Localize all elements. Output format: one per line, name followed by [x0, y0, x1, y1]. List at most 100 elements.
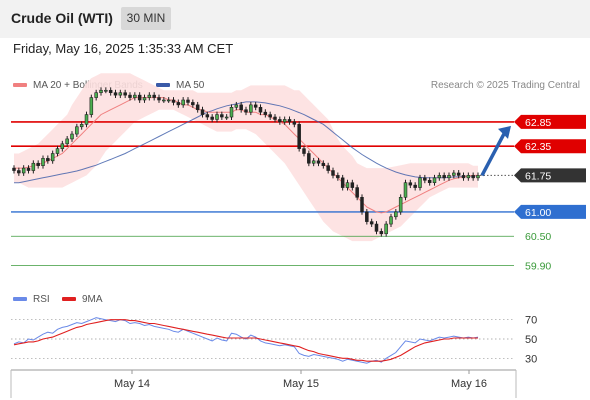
candle [60, 143, 65, 149]
candle [471, 175, 475, 179]
candle [118, 92, 123, 96]
level-label-62-35: 62.35 [525, 141, 551, 153]
candle [331, 170, 335, 176]
candle [278, 119, 282, 123]
level-tag-61-75 [514, 168, 586, 183]
forecast-arrow-head [498, 125, 511, 139]
copyright-label: Research © 2025 Trading Central [430, 80, 580, 91]
candle [466, 175, 471, 179]
candle [123, 92, 127, 96]
candle [46, 158, 50, 162]
candle [171, 99, 176, 103]
candle [108, 89, 113, 94]
rsi-ma-swatch [62, 297, 76, 302]
candle [224, 116, 229, 119]
rsi-tick-70: 70 [525, 315, 537, 327]
candle [133, 94, 137, 98]
candle [394, 211, 398, 218]
legend-ma50: MA 50 [156, 80, 204, 91]
candle [418, 177, 422, 188]
rsi-label: RSI [33, 294, 50, 305]
candle [389, 216, 393, 225]
candle [26, 167, 31, 171]
candle [403, 182, 408, 198]
candle [461, 175, 466, 179]
candle [176, 102, 181, 106]
rsi-swatch [13, 297, 27, 302]
ma50-swatch [156, 83, 170, 88]
rsi-tick-30: 30 [525, 353, 537, 365]
x-tick-label: May 14 [114, 378, 150, 390]
candle [166, 99, 171, 102]
legend-rsi: RSI [13, 294, 50, 305]
candle [268, 114, 272, 118]
rsi-ma-label: 9MA [82, 294, 103, 305]
candle [326, 165, 330, 171]
candle [79, 124, 84, 128]
candle [17, 170, 21, 174]
candle [215, 114, 219, 120]
candle [345, 182, 350, 188]
candle [253, 104, 258, 108]
level-tag-61-00 [514, 204, 586, 219]
candle [137, 94, 142, 101]
candle [350, 182, 355, 188]
candle [200, 109, 205, 115]
ma50-line [14, 101, 478, 184]
candle [398, 196, 403, 213]
candle [476, 175, 480, 179]
timeframe-badge[interactable]: 30 MIN [121, 7, 171, 30]
candle [234, 104, 239, 108]
candle [162, 99, 166, 102]
candle [41, 158, 45, 166]
candle [55, 148, 60, 154]
candle [186, 99, 190, 103]
candle [408, 182, 413, 186]
candle [142, 97, 147, 101]
datetime-label: Friday, May 16, 2025 1:35:33 AM CET [13, 41, 234, 56]
candle [360, 196, 364, 213]
candle [355, 187, 359, 198]
rsi-ma-line [13, 319, 478, 362]
candle [437, 175, 442, 179]
candle [456, 172, 461, 176]
candle [229, 106, 234, 118]
candle [423, 177, 427, 181]
x-tick-label: May 15 [283, 378, 319, 390]
candle [258, 106, 263, 113]
level-label-61-75: 61.75 [525, 170, 551, 182]
candle [113, 92, 118, 96]
candle [65, 138, 69, 145]
ma50-label: MA 50 [176, 80, 205, 91]
candle [369, 221, 374, 225]
level-tag-62-35 [514, 139, 586, 154]
candle [427, 179, 432, 184]
candle [99, 89, 103, 94]
candle [452, 172, 456, 176]
bollinger-band [14, 73, 478, 242]
candle [311, 160, 316, 164]
candle [84, 114, 89, 125]
candle [50, 153, 55, 162]
candle [220, 114, 224, 118]
candle [21, 167, 26, 174]
candle [128, 94, 132, 98]
price-panel: 62.85 62.35 61.75 61.00 60.50 59.90 [11, 73, 586, 272]
candle [282, 119, 287, 123]
candle [157, 97, 161, 101]
candle [94, 92, 98, 98]
candle [263, 111, 268, 115]
time-axis: May 14 May 15 May 16 [10, 369, 517, 398]
candle [413, 184, 417, 188]
candle [210, 116, 214, 120]
candle [104, 89, 108, 92]
candle [36, 162, 40, 166]
candle [249, 104, 253, 113]
forecast-arrow-shaft [480, 131, 507, 177]
level-tag-62-85 [514, 114, 586, 129]
candle [379, 231, 384, 235]
candle [365, 211, 369, 222]
candle [307, 153, 311, 164]
rsi-panel: 70 50 30 [11, 315, 537, 365]
